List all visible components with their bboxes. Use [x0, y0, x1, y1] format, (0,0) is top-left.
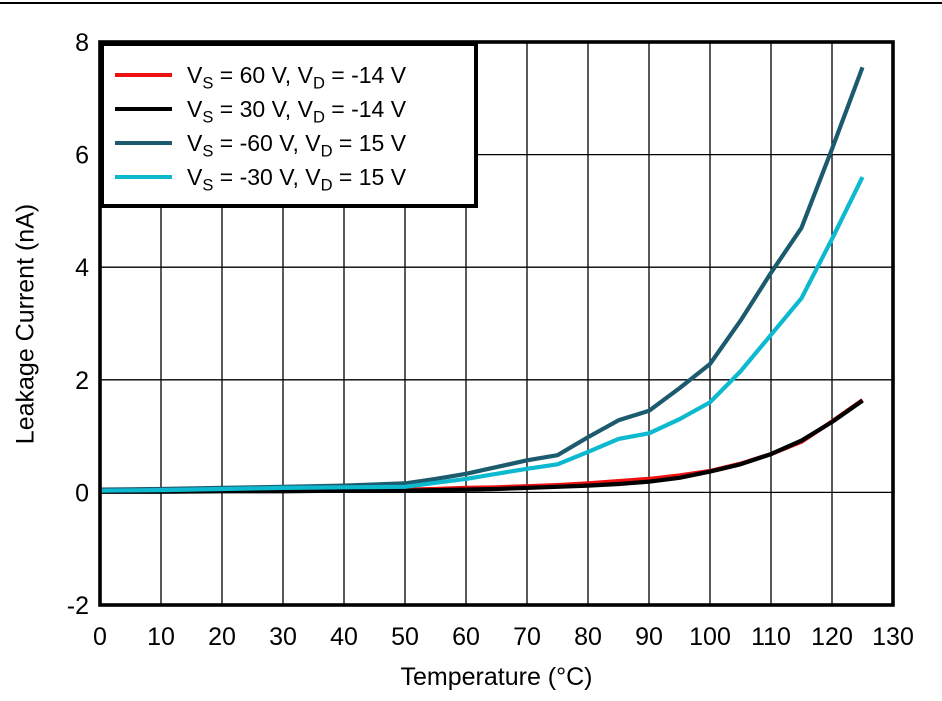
x-tick-label: 40: [330, 623, 358, 651]
legend-label-subscript: S: [202, 175, 214, 195]
legend-label-text: = 30 V, V: [213, 95, 313, 122]
legend-label: VS = -60 V, VD = 15 V: [187, 129, 407, 159]
legend-label-text: V: [187, 95, 203, 122]
legend-item: VS = 60 V, VD = -14 V: [115, 58, 474, 92]
x-tick-label: 60: [452, 623, 480, 651]
y-tick-label: 2: [75, 367, 89, 395]
series-line-1: [100, 398, 864, 494]
legend-label-text: = -14 V: [324, 95, 407, 122]
legend-label-subscript: S: [202, 73, 214, 93]
legend-color-swatch: [115, 141, 172, 145]
top-divider-line: [0, 2, 942, 4]
legend-label-subscript: D: [320, 175, 333, 195]
legend-label: VS = 60 V, VD = -14 V: [187, 61, 407, 91]
legend-color-swatch: [115, 73, 172, 77]
legend-label-text: = 60 V, V: [213, 61, 313, 88]
x-tick-label: 10: [147, 623, 175, 651]
legend-label-subscript: D: [320, 141, 333, 161]
x-tick-label: 20: [208, 623, 236, 651]
legend-label-text: = -14 V: [324, 61, 407, 88]
x-tick-label: 0: [93, 623, 107, 651]
legend-label-text: = 15 V: [332, 163, 407, 190]
x-tick-label: 110: [751, 623, 791, 651]
legend-label: VS = -30 V, VD = 15 V: [187, 163, 407, 193]
plot-frame: [98, 40, 895, 607]
legend-label-text: = -30 V, V: [213, 163, 321, 190]
x-tick-label: 30: [269, 623, 297, 651]
legend-item: VS = 30 V, VD = -14 V: [115, 92, 474, 126]
x-axis-title: Temperature (°C): [400, 663, 593, 691]
legend-label-subscript: D: [312, 73, 325, 93]
legend-label-subscript: D: [312, 107, 325, 127]
x-tick-label: 50: [391, 623, 419, 651]
y-tick-label: -2: [67, 592, 89, 620]
y-tick-label: 8: [75, 29, 89, 57]
y-axis-title: Leakage Current (nA): [11, 203, 40, 445]
legend-label: VS = 30 V, VD = -14 V: [187, 95, 407, 125]
legend-label-subscript: S: [202, 107, 214, 127]
legend-label-text: = 15 V: [332, 129, 407, 156]
x-tick-label: 90: [635, 623, 663, 651]
y-tick-label: 6: [75, 142, 89, 170]
series-line-3: [99, 176, 865, 493]
y-tick-label: 0: [75, 479, 89, 507]
x-tick-label: 100: [689, 623, 731, 651]
legend-color-swatch: [115, 107, 172, 111]
legend-item: VS = -60 V, VD = 15 V: [115, 126, 474, 160]
legend-label-subscript: S: [202, 141, 214, 161]
y-tick-label: 4: [75, 254, 89, 282]
x-tick-label: 130: [872, 623, 914, 651]
legend-item: VS = -30 V, VD = 15 V: [115, 160, 474, 194]
x-tick-label: 70: [513, 623, 541, 651]
legend-label-text: V: [187, 163, 203, 190]
chart-legend: VS = 60 V, VD = -14 V VS = 30 V, VD = -14…: [100, 42, 478, 208]
x-tick-label: 80: [574, 623, 602, 651]
legend-label-text: V: [187, 61, 203, 88]
legend-label-text: = -60 V, V: [213, 129, 321, 156]
legend-label-text: V: [187, 129, 203, 156]
legend-color-swatch: [115, 175, 172, 179]
x-tick-label: 120: [811, 623, 853, 651]
